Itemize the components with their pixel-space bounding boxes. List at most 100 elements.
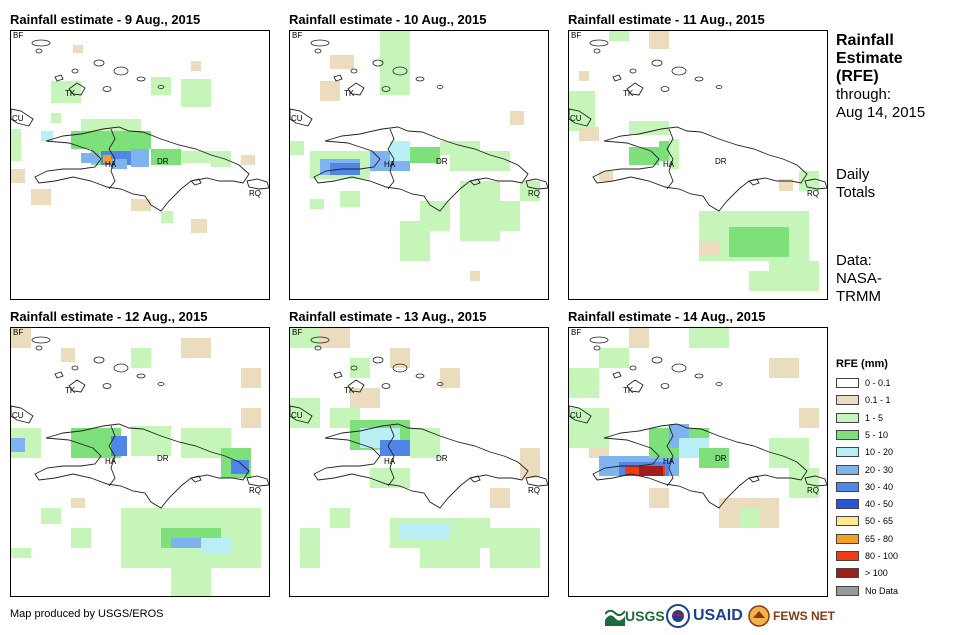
usaid-seal bbox=[666, 603, 690, 629]
rainfall-map-svg: BF TK CU HA DR RQ bbox=[569, 328, 827, 528]
rainfall-cell bbox=[31, 189, 51, 205]
coastline bbox=[612, 371, 622, 379]
sidebar-daily: Daily Totals bbox=[836, 166, 875, 202]
islet-outline bbox=[314, 48, 322, 54]
rainfall-cell bbox=[520, 448, 540, 478]
coastline bbox=[54, 74, 64, 82]
legend-swatch bbox=[836, 568, 859, 579]
rainfall-cell bbox=[71, 528, 91, 548]
rainfall-cell bbox=[609, 31, 629, 41]
country-label-cu: CU bbox=[12, 114, 24, 123]
rainfall-cell bbox=[241, 408, 261, 428]
islet-outline bbox=[660, 383, 670, 389]
rainfall-cell bbox=[73, 45, 83, 53]
rainfall-cell bbox=[470, 271, 480, 281]
country-label-rq: RQ bbox=[528, 189, 540, 198]
rainfall-cell bbox=[330, 55, 354, 69]
legend-label: 5 - 10 bbox=[865, 429, 889, 440]
country-label-ha: HA bbox=[384, 457, 396, 466]
rainfall-cell bbox=[11, 548, 31, 558]
rainfall-cell bbox=[41, 131, 53, 141]
islet-outline bbox=[436, 85, 444, 89]
islet-outline bbox=[593, 48, 601, 54]
rainfall-cell bbox=[490, 528, 540, 568]
legend-label: 0 - 0.1 bbox=[865, 378, 891, 388]
islet-outline bbox=[671, 66, 687, 76]
legend-swatch bbox=[836, 481, 859, 492]
rainfall-cell bbox=[350, 358, 370, 378]
rainfall-cell bbox=[11, 438, 25, 452]
coastline bbox=[11, 108, 34, 127]
islet-outline bbox=[593, 345, 601, 351]
rainfall-cell bbox=[320, 81, 340, 101]
islet-outline bbox=[436, 382, 444, 386]
legend-swatch bbox=[836, 395, 859, 406]
sidebar-data: Data: NASA- TRMM bbox=[836, 252, 882, 306]
rainfall-cell bbox=[370, 468, 410, 488]
rainfall-cell bbox=[151, 77, 171, 95]
rainfall-map-svg: BF TK CU HA DR RQ bbox=[290, 31, 548, 281]
rainfall-cell bbox=[151, 149, 181, 165]
rainfall-cell bbox=[779, 179, 793, 191]
rainfall-cell bbox=[131, 348, 151, 368]
country-label-ha: HA bbox=[663, 160, 675, 169]
rainfall-cell bbox=[103, 155, 111, 163]
rainfall-cell bbox=[569, 368, 599, 398]
daily-line-1: Daily bbox=[836, 166, 870, 183]
rainfall-cell bbox=[350, 388, 380, 408]
rainfall-cell bbox=[290, 328, 320, 348]
legend-swatch bbox=[836, 551, 859, 561]
country-label-cu: CU bbox=[12, 411, 24, 420]
coastline bbox=[525, 178, 548, 190]
rainfall-cell bbox=[241, 368, 261, 388]
country-label-cu: CU bbox=[570, 114, 582, 123]
islet-outline bbox=[113, 66, 129, 76]
rainfall-cell bbox=[769, 438, 809, 468]
map-aug09: BF TK CU HA DR RQ bbox=[10, 30, 270, 300]
country-label-rq: RQ bbox=[528, 486, 540, 495]
coastline bbox=[333, 371, 343, 379]
rainfall-cell bbox=[799, 408, 819, 428]
legend-label: 40 - 50 bbox=[865, 499, 894, 510]
panel-title-aug09: Rainfall estimate - 9 Aug., 2015 bbox=[10, 12, 201, 27]
islet-outline bbox=[157, 85, 165, 89]
rainfall-cell bbox=[111, 159, 127, 169]
rainfall-cell bbox=[669, 139, 679, 169]
country-label-rq: RQ bbox=[249, 189, 261, 198]
rainfall-cell bbox=[649, 488, 669, 508]
daily-line-2: Totals bbox=[836, 184, 876, 201]
rainfall-cell bbox=[320, 328, 350, 348]
rainfall-cell bbox=[171, 568, 211, 596]
islet-outline bbox=[381, 86, 391, 92]
rainfall-map-svg: BF TK CU HA DR RQ bbox=[290, 328, 548, 568]
rainfall-cell bbox=[81, 153, 99, 163]
country-label-rq: RQ bbox=[807, 189, 819, 198]
country-label-cu: CU bbox=[291, 411, 303, 420]
coastline bbox=[612, 74, 622, 82]
legend-swatch bbox=[836, 464, 859, 475]
coastline bbox=[290, 405, 313, 424]
country-label-tk: TK bbox=[344, 386, 355, 395]
rainfall-cell bbox=[61, 348, 75, 362]
border-line bbox=[666, 425, 674, 487]
map-aug11: BF TK CU HA DR RQ bbox=[568, 30, 828, 300]
rainfall-cell bbox=[739, 508, 759, 528]
coastline bbox=[313, 126, 529, 212]
country-label-tk: TK bbox=[65, 386, 76, 395]
country-label-bf: BF bbox=[13, 328, 23, 337]
map-aug14: BF TK CU HA DR RQ bbox=[568, 327, 828, 597]
legend-swatch bbox=[836, 533, 859, 544]
rainfall-cell bbox=[211, 151, 231, 167]
panel-title-aug12: Rainfall estimate - 12 Aug., 2015 bbox=[10, 309, 208, 324]
rainfall-map-svg: BF TK CU HA DR RQ bbox=[569, 31, 827, 291]
rainfall-cell bbox=[11, 328, 31, 348]
title-line-1: Rainfall bbox=[836, 32, 894, 49]
coastline bbox=[592, 423, 808, 509]
border-line bbox=[387, 128, 395, 190]
islet-outline bbox=[694, 76, 704, 82]
islet-outline bbox=[589, 39, 609, 47]
rainfall-cell bbox=[579, 127, 599, 141]
rainfall-cell bbox=[649, 31, 669, 49]
islet-outline bbox=[629, 365, 637, 371]
rainfall-cell bbox=[400, 524, 450, 540]
